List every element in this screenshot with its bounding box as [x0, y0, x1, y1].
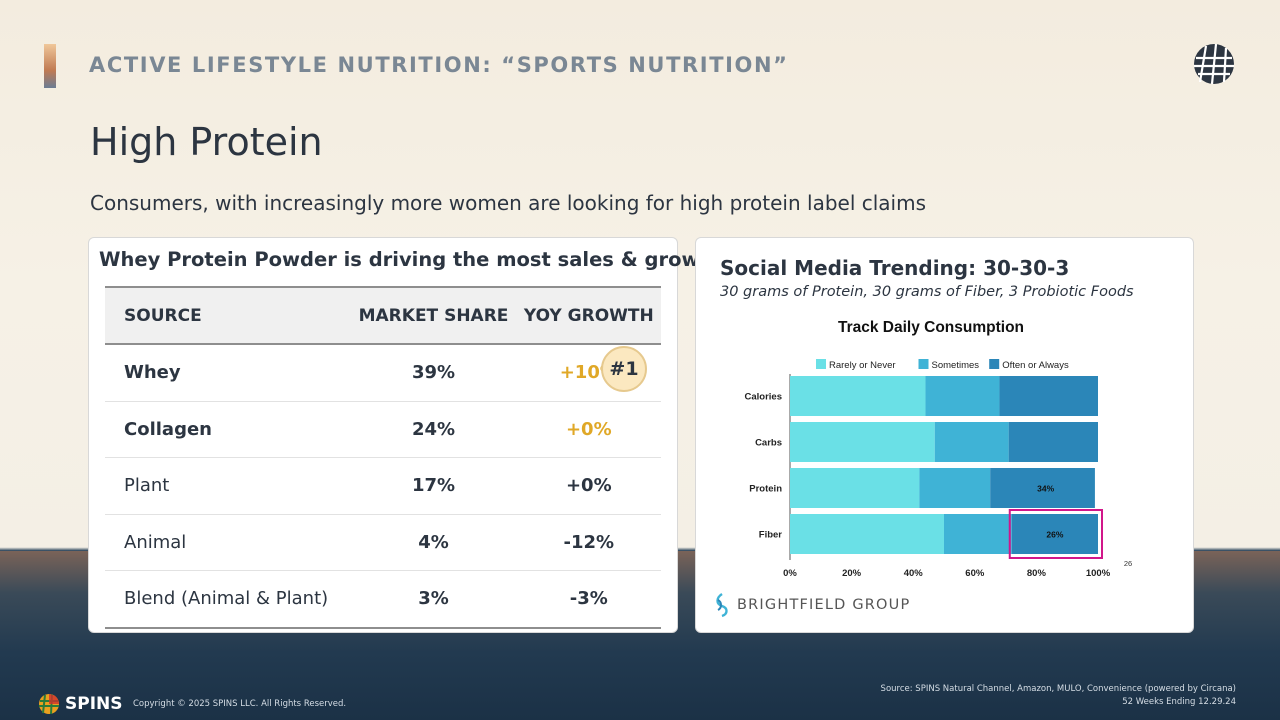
consumption-chart: Track Daily Consumption Rarely or Never So… — [745, 319, 1133, 579]
category-label: Calories — [745, 392, 783, 403]
x-tick-label: 60% — [965, 568, 985, 579]
bar-segment — [919, 468, 991, 508]
legend-label: Rarely or Never — [829, 360, 896, 371]
table-row: Blend (Animal & Plant) 3% -3% — [105, 570, 661, 629]
brightfield-name: BRIGHTFIELD GROUP — [737, 597, 911, 613]
growth-cell: +0% — [516, 457, 661, 515]
x-tick-label: 20% — [842, 568, 862, 579]
section-title: ACTIVE LIFESTYLE NUTRITION: “SPORTS NUTR… — [89, 53, 789, 77]
share-cell: 4% — [350, 514, 517, 571]
brightfield-logo: BRIGHTFIELD GROUP — [713, 592, 910, 618]
bar-segment — [790, 468, 920, 508]
legend-swatch — [989, 359, 1000, 369]
brightfield-icon — [716, 593, 728, 618]
table-title: Whey Protein Powder is driving the most … — [99, 248, 723, 271]
growth-cell: +0% — [516, 401, 661, 458]
data-label: 34% — [1037, 484, 1054, 494]
bar-segment — [790, 514, 944, 554]
sales-table-card: Whey Protein Powder is driving the most … — [88, 237, 723, 633]
spins-logo: SPINS — [38, 693, 123, 715]
legend-label: Sometimes — [932, 360, 980, 371]
bar-segment — [990, 468, 1095, 508]
legend-swatch — [918, 359, 929, 369]
source-cell: Whey — [105, 344, 351, 402]
column-header-source: SOURCE — [105, 286, 351, 345]
source-line-2: 52 Weeks Ending 12.29.24 — [1122, 697, 1236, 707]
globe-logo-icon — [1194, 43, 1234, 85]
table-header-row: SOURCE MARKET SHARE YOY GROWTH — [105, 286, 661, 345]
share-cell: 24% — [350, 401, 517, 458]
accent-bar — [44, 44, 56, 88]
legend-swatch — [816, 359, 826, 369]
bar-segment — [790, 376, 926, 416]
sales-table: SOURCE MARKET SHARE YOY GROWTH Whey 39% … — [105, 286, 661, 629]
table-row: Whey 39% +10% — [105, 344, 661, 402]
bar-segment — [1008, 422, 1098, 462]
table-row: Animal 4% -12% — [105, 514, 661, 571]
legend-label: Often or Always — [1002, 360, 1069, 371]
column-header-market-share: MARKET SHARE — [350, 286, 517, 345]
share-cell: 17% — [350, 457, 517, 515]
spins-brand: SPINS — [65, 694, 123, 714]
category-label: Protein — [749, 484, 782, 495]
data-label: 26% — [1046, 530, 1063, 540]
x-tick-label: 80% — [1027, 568, 1047, 579]
rank-badge: #1 — [601, 346, 647, 392]
chart-title: Track Daily Consumption — [838, 319, 1024, 336]
page-title: High Protein — [90, 120, 323, 164]
copyright-text: Copyright © 2025 SPINS LLC. All Rights R… — [133, 699, 347, 709]
bar-segment — [934, 422, 1009, 462]
table-row: Plant 17% +0% — [105, 457, 661, 515]
source-cell: Collagen — [105, 401, 351, 458]
x-tick-label: 0% — [783, 568, 797, 579]
column-header-yoy-growth: YOY GROWTH — [516, 286, 661, 345]
source-cell: Plant — [105, 457, 351, 515]
social-media-card: Social Media Trending: 30-30-3 30 grams … — [695, 237, 1194, 633]
spins-globe-icon — [39, 693, 59, 715]
category-label: Fiber — [759, 530, 783, 541]
share-cell: 3% — [350, 570, 517, 629]
bar-segment — [944, 514, 1012, 554]
stray-label: 26 — [1124, 559, 1132, 568]
growth-cell: -3% — [516, 570, 661, 629]
source-note: Source: SPINS Natural Channel, Amazon, M… — [881, 683, 1236, 709]
source-cell: Blend (Animal & Plant) — [105, 570, 351, 629]
x-tick-label: 100% — [1086, 568, 1111, 579]
bar-segment — [999, 376, 1098, 416]
x-tick-label: 40% — [904, 568, 924, 579]
social-subtitle: 30 grams of Protein, 30 grams of Fiber, … — [720, 284, 1134, 300]
table-row: Collagen 24% +0% — [105, 401, 661, 458]
bar-segment — [1011, 514, 1098, 554]
bar-segment — [925, 376, 1000, 416]
source-cell: Animal — [105, 514, 351, 571]
share-cell: 39% — [350, 344, 517, 402]
bar-segment — [790, 422, 935, 462]
category-label: Carbs — [755, 438, 782, 449]
social-title: Social Media Trending: 30-30-3 — [720, 256, 1070, 280]
source-line-1: Source: SPINS Natural Channel, Amazon, M… — [880, 684, 1236, 694]
page-subtitle: Consumers, with increasingly more women … — [90, 191, 927, 215]
growth-cell: -12% — [516, 514, 661, 571]
highlight-box — [1008, 509, 1104, 559]
